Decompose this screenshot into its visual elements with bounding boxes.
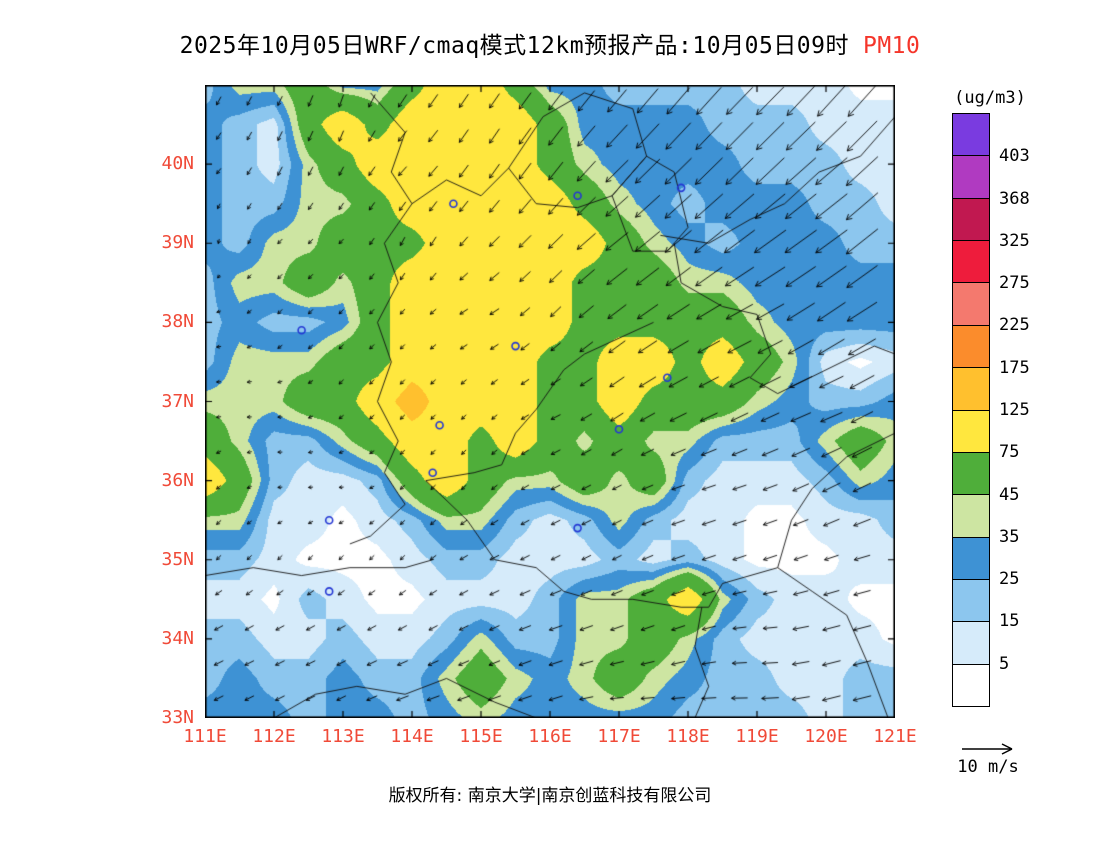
forecast-title-pollutant: PM10 <box>862 33 921 59</box>
colorbar-tick-label: 368 <box>999 188 1030 209</box>
colorbar-tick-label: 175 <box>999 357 1030 378</box>
colorbar-tick-label: 45 <box>999 484 1020 505</box>
colorbar-cell <box>953 155 989 198</box>
lat-tick-label: 40N <box>161 153 194 175</box>
lon-tick-label: 112E <box>252 726 296 747</box>
lon-axis: 111E 112E 113E 114E 115E 116E 117E 118E 119E 120E… <box>183 726 916 752</box>
colorbar-cell <box>953 197 989 241</box>
colorbar-tick-label: 25 <box>999 569 1020 590</box>
colorbar-cell <box>953 451 989 495</box>
colorbar-cell <box>953 621 989 664</box>
copyright-text: 版权所有: 南京大学|南京创蓝科技有限公司 <box>388 786 712 806</box>
colorbar-cell <box>953 240 989 283</box>
lat-axis: 40N 39N 38N 37N 36N 35N 34N 33N <box>140 85 196 728</box>
colorbar-tick-label: 5 <box>999 653 1010 674</box>
wind-scale-arrow-icon <box>962 743 1013 755</box>
colorbar-tick-label: 15 <box>999 611 1020 632</box>
wind-scale: 10 m/s <box>946 740 1030 777</box>
colorbar-unit: (ug/m3) <box>954 88 1026 108</box>
lat-tick-label: 39N <box>161 232 194 254</box>
colorbar-cell <box>953 282 989 325</box>
colorbar-cell <box>953 367 989 410</box>
colorbar-cell <box>953 494 989 537</box>
colorbar-cell <box>953 324 989 368</box>
colorbar-labels: 403 368 325 275 225 175 125 75 45 35 25 15 5 <box>999 113 1059 707</box>
colorbar <box>952 113 990 707</box>
lon-tick-label: 115E <box>459 726 503 747</box>
colorbar-tick-label: 35 <box>999 526 1020 547</box>
lon-tick-label: 121E <box>873 726 917 747</box>
lat-tick-label: 33N <box>161 707 194 728</box>
lat-tick-label: 37N <box>161 390 194 412</box>
colorbar-tick-label: 225 <box>999 315 1030 336</box>
colorbar-tick-label: 275 <box>999 273 1030 294</box>
colorbar-tick-label: 125 <box>999 400 1030 420</box>
colorbar-tick-label: 325 <box>999 230 1030 251</box>
colorbar-cell <box>953 578 989 622</box>
forecast-title: 2025年10月05日WRF/cmaq模式12km预报产品:10月05日09时 P… <box>0 26 1100 60</box>
colorbar-cell <box>953 114 989 156</box>
lat-tick-label: 38N <box>161 311 194 333</box>
lat-tick-label: 35N <box>161 548 194 570</box>
forecast-title-main: 2025年10月05日WRF/cmaq模式12km预报产品:10月05日09时 <box>179 33 849 59</box>
lon-tick-label: 113E <box>321 726 365 747</box>
colorbar-tick-label: 75 <box>999 442 1020 463</box>
lon-tick-label: 114E <box>390 726 434 747</box>
lat-tick-label: 36N <box>161 469 194 491</box>
lon-tick-label: 119E <box>735 726 779 747</box>
lon-tick-label: 117E <box>597 726 641 747</box>
wind-scale-label: 10 m/s <box>957 757 1019 777</box>
lon-tick-label: 116E <box>528 726 572 747</box>
lon-tick-label: 118E <box>666 726 710 747</box>
lat-tick-label: 34N <box>161 627 194 649</box>
colorbar-tick-label: 403 <box>999 146 1030 167</box>
lon-tick-label: 111E <box>183 726 227 747</box>
map-area <box>205 85 895 718</box>
colorbar-cell <box>953 663 989 707</box>
colorbar-cell <box>953 409 989 452</box>
pm10-map-canvas <box>205 85 895 718</box>
colorbar-cell <box>953 536 989 579</box>
lon-tick-label: 120E <box>804 726 848 747</box>
